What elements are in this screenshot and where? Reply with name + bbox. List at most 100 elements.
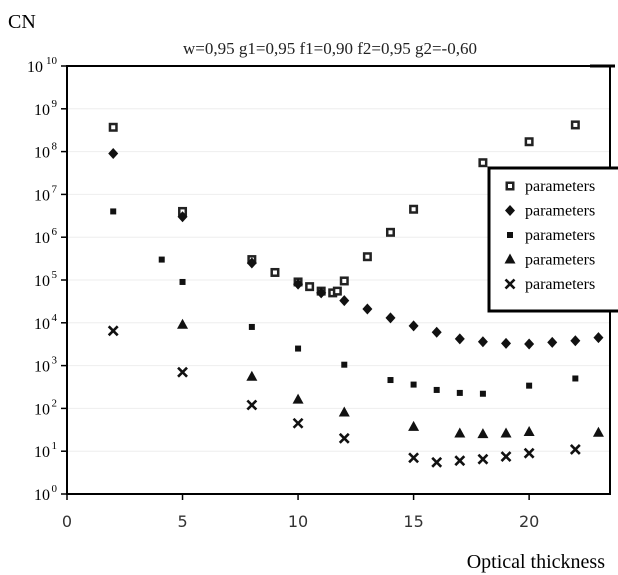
data-point [523,447,535,459]
y-tick-label: 10 [34,145,50,162]
x-tick-label: 5 [177,512,187,531]
y-tick-exponent: 7 [52,183,58,195]
data-point [179,278,186,285]
data-point [569,444,581,455]
data-marks [107,120,604,468]
y-tick-exponent: 5 [52,269,58,281]
y-tick-label: 10 [34,102,50,119]
legend-item: parameters [505,178,595,195]
data-point [524,338,535,350]
data-point [454,333,465,345]
legend-box [487,166,618,313]
data-point [339,295,350,307]
y-axis-label: CN [8,11,36,33]
data-point [477,428,489,439]
y-tick-label: 10 [34,487,50,504]
y-tick-label: 10 [34,444,50,461]
y-tick-exponent: 4 [52,312,58,324]
data-point [431,326,442,338]
data-point [500,451,512,462]
data-point [387,377,394,384]
series-5 [107,325,581,468]
data-point [292,393,304,404]
data-point [108,122,118,132]
data-point [293,278,304,290]
y-tick-exponent: 10 [46,55,58,67]
legend-item: parameters [504,252,595,269]
y-tick-label: 10 [34,401,50,418]
y-tick-exponent: 3 [52,355,58,367]
legend-label: parameters [525,227,595,244]
data-point [248,323,255,330]
data-point [572,375,579,382]
x-tick-label: 10 [288,512,308,531]
y-tick-label: 10 [27,59,43,76]
x-tick-label: 15 [403,512,423,531]
y-tick-exponent: 9 [52,98,58,110]
data-point [477,453,489,465]
data-point [270,267,280,277]
data-point [328,288,338,298]
data-point [177,318,189,329]
data-point [570,335,581,347]
data-point [410,381,417,388]
data-point [177,366,188,378]
series-4 [177,318,604,439]
data-point [500,427,512,438]
data-point [332,286,342,296]
legend-label: parameters [525,178,595,195]
data-point [526,382,533,389]
data-point [408,452,420,464]
y-tick-exponent: 6 [52,226,58,238]
y-tick-exponent: 0 [52,483,58,495]
data-point [385,227,395,237]
y-tick-exponent: 2 [52,397,58,409]
data-point [246,370,258,381]
data-point [341,361,348,368]
y-tick-label: 10 [34,230,50,247]
data-point [110,208,117,215]
series-3 [110,208,579,397]
y-tick-label: 10 [34,273,50,290]
data-point [433,386,440,393]
x-axis-label: Optical thickness [467,551,606,573]
data-point [385,312,396,324]
legend-marker [507,232,513,238]
data-point [456,389,463,396]
series-2 [108,148,604,350]
data-point [362,303,373,315]
data-point [477,336,488,348]
data-point [570,120,580,130]
data-point [479,390,486,397]
legend-label: parameters [525,203,595,220]
data-point [523,426,535,437]
x-tick-label: 0 [62,512,72,531]
legend-marker [505,205,515,216]
y-tick-label: 10 [34,359,50,376]
data-point [431,456,443,468]
legend-item: parameters [504,276,595,293]
data-point [408,420,420,431]
data-point [501,337,512,349]
y-tick-label: 10 [34,187,50,204]
data-point [547,336,558,348]
x-tick-label: 20 [519,512,539,531]
data-point [158,256,165,263]
legend-label: parameters [525,276,595,293]
legend-item: parameters [505,203,595,220]
chart-title: w=0,95 g1=0,95 f1=0,90 f2=0,95 g2=-0,60 [183,39,477,58]
data-point [316,287,327,299]
data-point [338,432,350,444]
data-point [107,325,119,337]
data-point [454,455,466,467]
data-point [177,211,188,223]
legend: parameters parameters parameters parameters… [487,166,618,313]
legend-label: parameters [525,252,595,269]
data-point [593,332,604,344]
data-point [454,427,466,438]
data-point [292,417,304,429]
legend-marker [504,278,516,290]
data-point [362,252,372,262]
data-point [408,320,419,332]
